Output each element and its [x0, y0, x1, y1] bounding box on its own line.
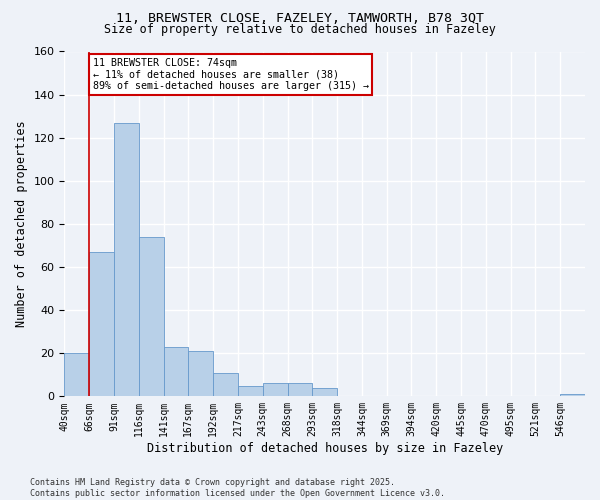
Bar [64, 353, 89, 397]
Text: Size of property relative to detached houses in Fazeley: Size of property relative to detached ho… [104, 22, 496, 36]
Bar [263, 384, 287, 396]
Bar [313, 388, 337, 396]
Bar [213, 372, 238, 396]
Bar [188, 351, 213, 397]
Bar [560, 394, 585, 396]
Text: 11 BREWSTER CLOSE: 74sqm
← 11% of detached houses are smaller (38)
89% of semi-d: 11 BREWSTER CLOSE: 74sqm ← 11% of detach… [93, 58, 369, 91]
Bar [89, 252, 114, 396]
Bar [164, 347, 188, 397]
Bar [139, 237, 164, 396]
Bar [238, 386, 263, 396]
Y-axis label: Number of detached properties: Number of detached properties [15, 120, 28, 327]
Text: 11, BREWSTER CLOSE, FAZELEY, TAMWORTH, B78 3QT: 11, BREWSTER CLOSE, FAZELEY, TAMWORTH, B… [116, 12, 484, 26]
Bar [114, 122, 139, 396]
Text: Contains HM Land Registry data © Crown copyright and database right 2025.
Contai: Contains HM Land Registry data © Crown c… [30, 478, 445, 498]
Bar [287, 384, 313, 396]
X-axis label: Distribution of detached houses by size in Fazeley: Distribution of detached houses by size … [146, 442, 503, 455]
